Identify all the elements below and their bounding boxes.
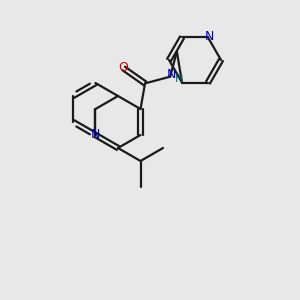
Text: N: N [204, 30, 214, 43]
Text: H: H [175, 74, 183, 84]
Text: N: N [167, 68, 176, 81]
Text: N: N [91, 128, 100, 142]
Text: O: O [118, 61, 128, 74]
